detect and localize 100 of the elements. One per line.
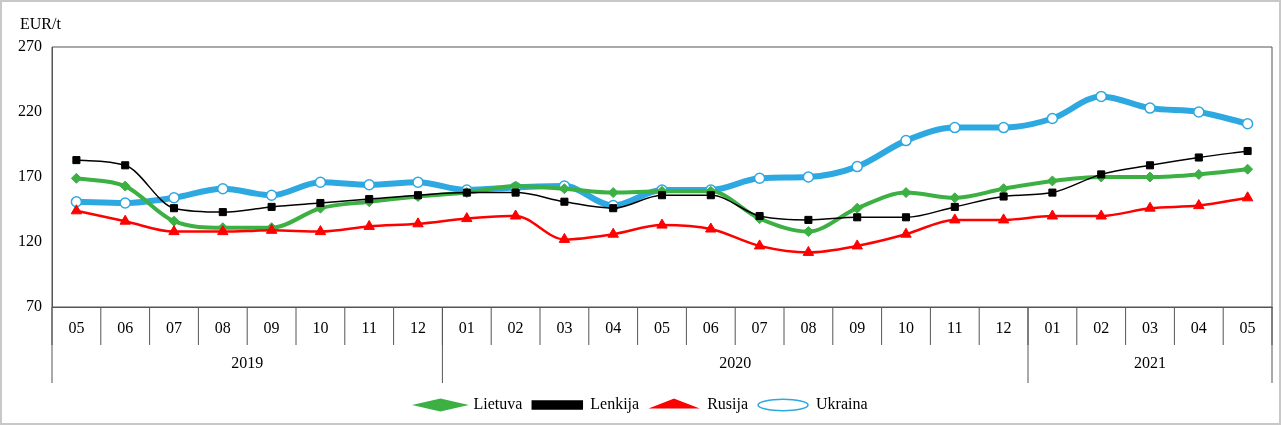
point	[1242, 163, 1254, 175]
x-tick-label: 06	[702, 318, 719, 336]
point	[1048, 188, 1057, 197]
point	[560, 197, 569, 206]
point	[1144, 102, 1156, 114]
x-tick-label: 11	[361, 318, 377, 336]
point	[1095, 209, 1107, 220]
point	[997, 213, 1010, 224]
point	[900, 227, 912, 238]
x-tick-label: 02	[1093, 318, 1110, 336]
point	[1095, 90, 1107, 103]
point	[657, 191, 667, 200]
x-tick-label: 03	[556, 318, 573, 336]
point	[72, 156, 81, 165]
x-tick-label: 08	[800, 318, 817, 336]
point	[314, 225, 327, 236]
x-tick-label: 05	[1239, 318, 1256, 336]
legend-label: Lenkija	[590, 395, 640, 414]
point	[949, 213, 961, 224]
x-tick-label: 09	[849, 318, 866, 336]
point	[949, 121, 961, 134]
point	[900, 134, 912, 147]
point	[851, 160, 863, 173]
point	[802, 171, 815, 183]
x-tick-label: 07	[166, 318, 182, 336]
point	[267, 202, 276, 211]
point	[412, 176, 424, 188]
point	[609, 204, 618, 213]
y-tick-label: 120	[18, 232, 42, 250]
x-tick-label: 04	[605, 318, 622, 336]
y-tick-label: 270	[18, 37, 42, 55]
point	[365, 195, 374, 204]
point	[265, 189, 278, 201]
point	[1193, 199, 1205, 210]
point	[802, 245, 815, 256]
point	[705, 222, 717, 233]
x-tick-label: 02	[507, 318, 524, 336]
legend-label: Lietuva	[473, 395, 523, 413]
point	[1046, 112, 1059, 125]
point	[509, 209, 522, 220]
point	[169, 204, 179, 213]
point	[1145, 161, 1155, 170]
point	[121, 161, 130, 170]
x-tick-label: 01	[1044, 318, 1061, 336]
point	[119, 180, 131, 192]
x-tick-label: 08	[214, 318, 231, 336]
point	[1243, 146, 1252, 156]
point	[901, 213, 911, 222]
point	[168, 192, 180, 204]
point	[1193, 106, 1205, 118]
point	[168, 225, 180, 236]
point	[119, 214, 131, 225]
point	[853, 213, 862, 222]
point	[558, 232, 571, 243]
y-tick-label: 220	[18, 102, 42, 120]
legend-label: Rusija	[707, 395, 749, 414]
text: 2019	[231, 354, 264, 372]
point	[753, 239, 766, 250]
x-tick-label: 07	[751, 318, 768, 336]
x-tick-label: 12	[995, 318, 1012, 336]
point	[316, 198, 325, 208]
x-tick-label: 05	[654, 318, 670, 336]
x-tick-label: 10	[898, 318, 914, 336]
x-tick-label: 11	[947, 318, 963, 336]
point	[607, 227, 619, 238]
point	[1144, 201, 1156, 212]
y-tick-label: 170	[18, 167, 42, 185]
point	[753, 172, 766, 185]
x-tick-label: 04	[1190, 318, 1207, 336]
x-tick-label: 05	[68, 318, 85, 336]
point	[851, 239, 863, 250]
x-tick-label: 12	[410, 318, 426, 336]
x-tick-label: 09	[263, 318, 280, 336]
point	[1241, 191, 1254, 202]
text: 2020	[719, 354, 752, 372]
point	[363, 219, 375, 230]
legend-label: Ukraina	[816, 395, 868, 413]
point	[999, 192, 1008, 201]
point	[412, 217, 424, 228]
point	[511, 188, 520, 197]
point	[851, 202, 863, 214]
point	[314, 176, 327, 188]
y-tick-label: 70	[26, 297, 42, 315]
point	[1194, 153, 1203, 162]
point	[706, 191, 715, 200]
point	[804, 215, 813, 224]
point	[656, 218, 668, 229]
point	[1097, 170, 1106, 179]
point	[70, 204, 83, 215]
x-tick-label: 03	[1142, 318, 1158, 336]
point	[363, 179, 375, 191]
point	[1241, 117, 1254, 130]
point	[218, 208, 227, 217]
point	[168, 215, 180, 227]
x-tick-label: 01	[458, 318, 475, 336]
text: 2021	[1134, 354, 1166, 372]
point	[70, 195, 83, 208]
point	[461, 212, 473, 223]
point	[217, 182, 229, 195]
point	[70, 172, 82, 184]
